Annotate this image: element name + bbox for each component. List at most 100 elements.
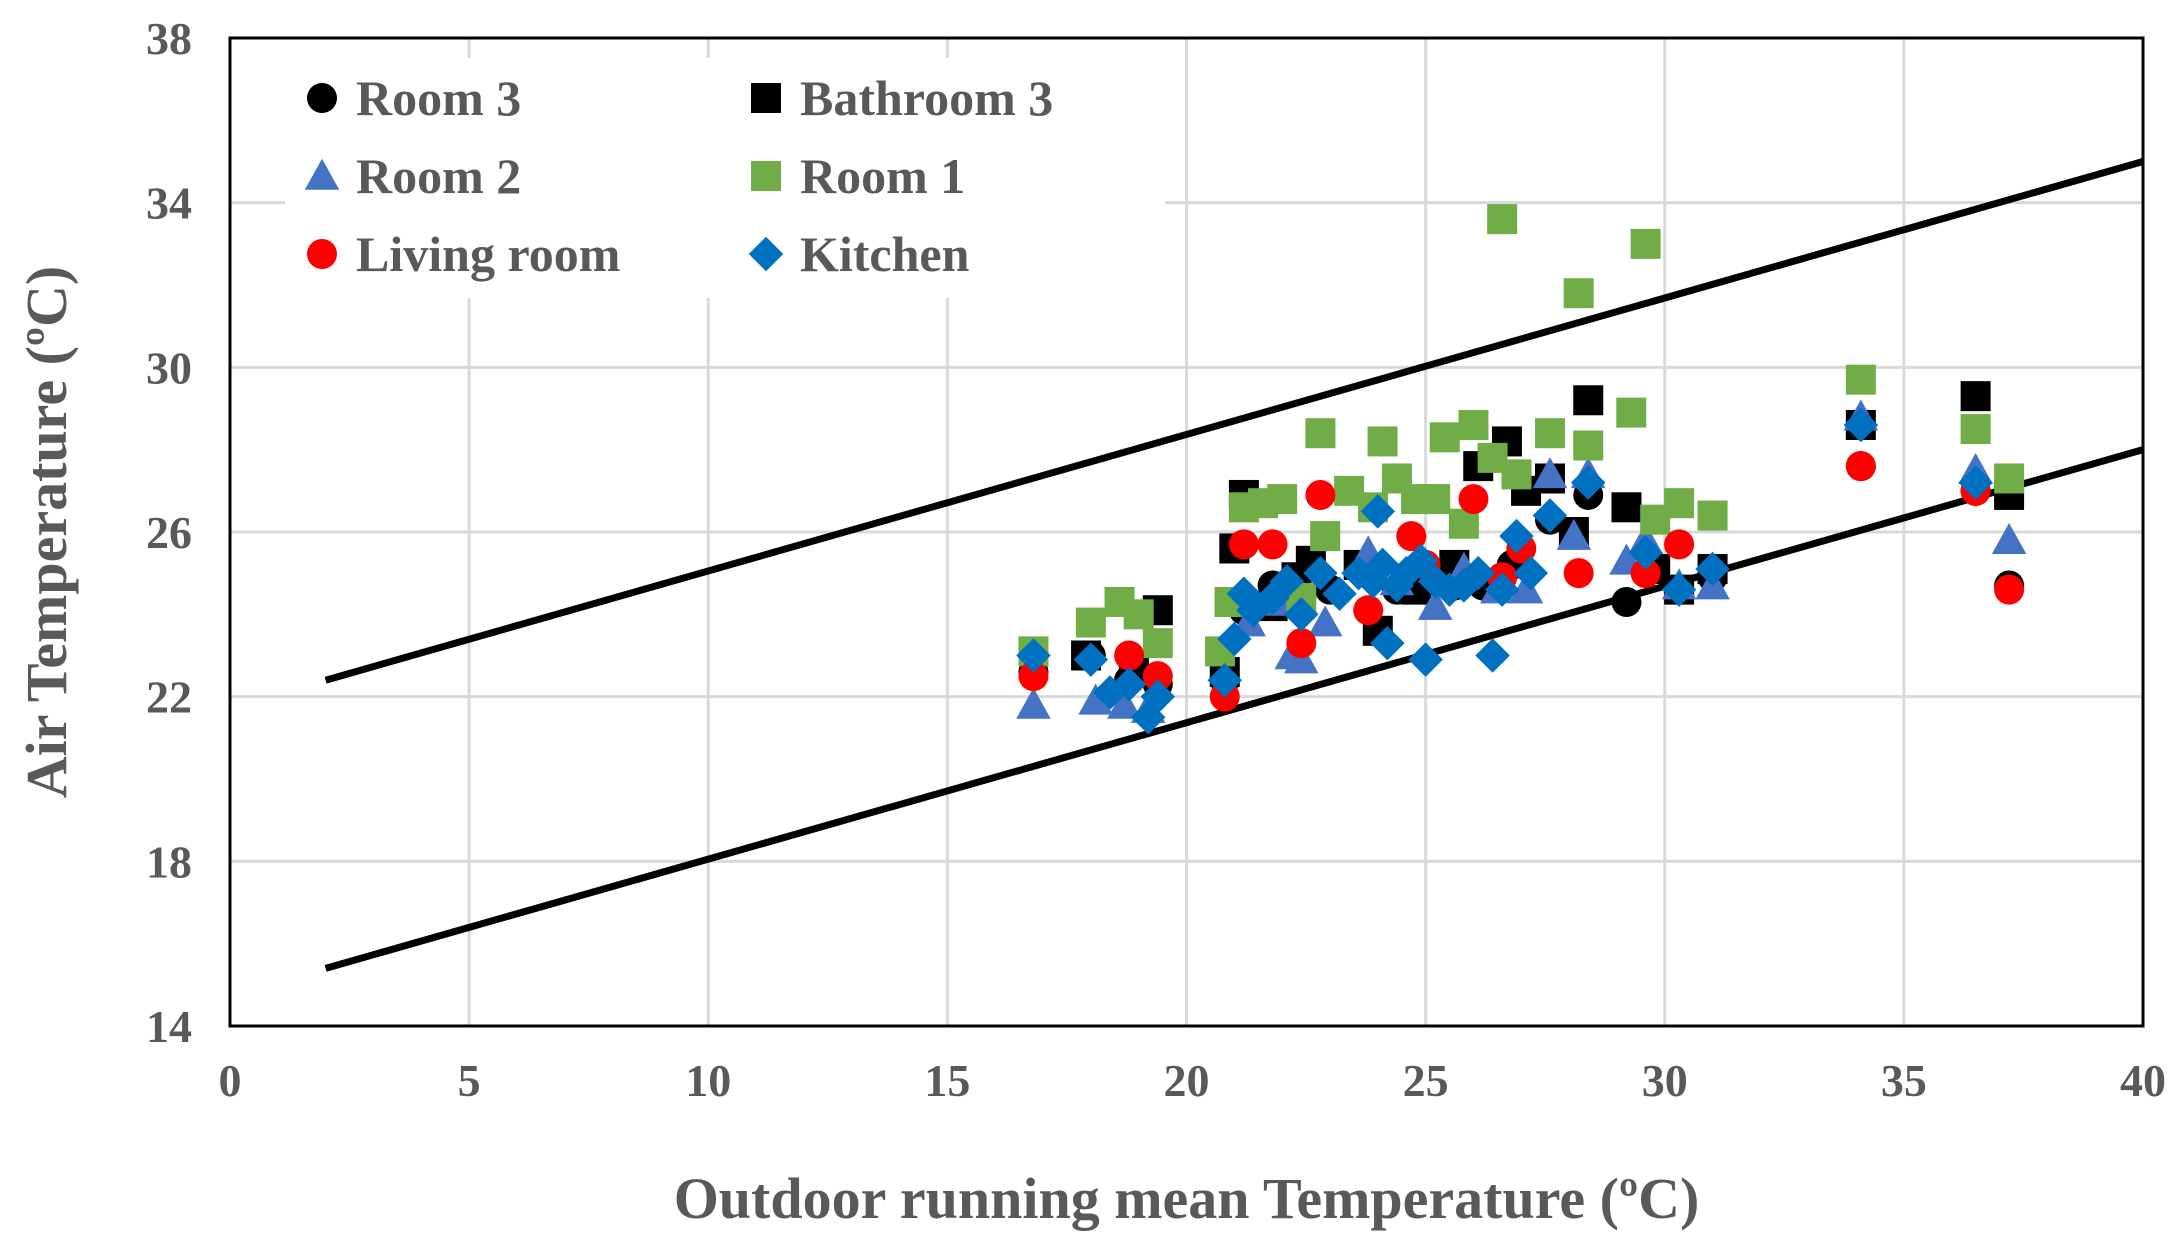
legend-label-kitchen: Kitchen <box>800 226 970 282</box>
upper-limit-line <box>324 158 2144 684</box>
legend-label-bathroom-3: Bathroom 3 <box>800 70 1053 126</box>
kitchen-point <box>1322 576 1357 611</box>
lower-limit-line <box>324 446 2144 972</box>
x-axis-tick-labels: 0 5 10 15 20 25 30 35 40 <box>219 1055 2167 1106</box>
kitchen-point <box>1475 638 1510 673</box>
y-tick-label: 14 <box>146 1001 192 1052</box>
kitchen-point <box>1570 465 1606 500</box>
room-2-point <box>1991 522 2027 555</box>
room-1-point <box>1960 414 1991 445</box>
room-1-point <box>1534 418 1565 449</box>
bathroom-3-point <box>1960 381 1991 412</box>
room-1-point <box>1487 204 1518 235</box>
y-tick-label: 22 <box>146 672 192 723</box>
living-room-point <box>1305 479 1336 510</box>
living-room-point <box>1286 628 1317 659</box>
legend-marker-room-3 <box>307 83 337 113</box>
room-1-point <box>1075 607 1106 638</box>
room-1-point <box>1310 521 1341 552</box>
living-room-point <box>1142 661 1173 692</box>
kitchen-point <box>1370 625 1405 661</box>
living-room-point <box>1228 529 1259 560</box>
kitchen-point <box>1207 662 1243 698</box>
x-axis-title: Outdoor running mean Temperature (ºC) <box>674 1166 1700 1231</box>
kitchen-point <box>1269 564 1305 599</box>
x-tick-label: 10 <box>685 1055 731 1106</box>
room-1-point <box>1420 484 1451 515</box>
living-room-point <box>1845 451 1876 482</box>
kitchen-point <box>1360 494 1396 529</box>
room-1-point <box>1458 409 1489 440</box>
legend-marker-living-room <box>307 239 337 269</box>
kitchen-point <box>1403 543 1439 579</box>
room-2-point <box>1016 687 1051 719</box>
y-axis-title: Air Temperature (ºC) <box>14 266 79 798</box>
legend-label-living-room: Living room <box>356 226 620 282</box>
legend: Room 3 Bathroom 3 Room 2 Room 1 Living room K… <box>285 58 1165 298</box>
bathroom-3-point <box>1611 492 1642 523</box>
kitchen-series <box>1016 407 1993 735</box>
kitchen-point <box>1661 572 1697 607</box>
kitchen-point <box>1513 555 1549 591</box>
kitchen-point <box>1843 407 1879 443</box>
living-room-point <box>1114 640 1145 671</box>
y-axis-tick-labels: 14 18 22 26 30 34 38 <box>146 13 192 1052</box>
room-1-point <box>1616 397 1647 428</box>
room-1-point <box>1305 418 1336 449</box>
room-2-point <box>1532 457 1568 489</box>
room-1-point <box>1563 278 1594 309</box>
room-1-point <box>1501 459 1532 490</box>
kitchen-point <box>1484 572 1520 607</box>
living-room-point <box>1353 595 1384 626</box>
room-2-point <box>1078 683 1113 715</box>
kitchen-point <box>1284 597 1319 632</box>
room-1-point <box>1142 628 1173 659</box>
room-2-point <box>1417 588 1453 620</box>
legend-marker-bathroom-3 <box>751 83 781 113</box>
kitchen-point <box>1958 465 1993 500</box>
kitchen-point <box>1073 642 1109 677</box>
x-tick-label: 20 <box>1164 1055 1210 1106</box>
room-2-point <box>1307 605 1343 637</box>
y-tick-label: 18 <box>146 836 192 887</box>
kitchen-point <box>1111 667 1147 702</box>
kitchen-point <box>1140 679 1176 714</box>
living-room-point <box>1994 574 2025 605</box>
legend-marker-room-2 <box>304 158 340 190</box>
living-room-point <box>1396 521 1427 552</box>
kitchen-point <box>1695 551 1730 587</box>
living-room-point <box>1563 558 1594 589</box>
x-tick-label: 40 <box>2120 1055 2166 1106</box>
legend-background <box>285 58 1165 298</box>
bathroom-3-point <box>1573 385 1604 416</box>
kitchen-point <box>1408 642 1443 677</box>
room-1-point <box>1845 364 1876 395</box>
legend-label-room-2: Room 2 <box>356 148 521 204</box>
room-1-series <box>1018 204 2025 667</box>
y-tick-label: 38 <box>146 13 192 64</box>
legend-label-room-3: Room 3 <box>356 70 521 126</box>
room-1-point <box>1630 228 1661 259</box>
room-1-point <box>1697 500 1728 531</box>
room-1-point <box>1429 422 1460 453</box>
legend-marker-room-1 <box>751 161 781 191</box>
room-1-point <box>1994 463 2025 494</box>
room-1-point <box>1573 430 1604 461</box>
room-2-point <box>1556 518 1592 550</box>
living-room-point <box>1018 661 1049 692</box>
x-tick-label: 35 <box>1881 1055 1927 1106</box>
kitchen-point <box>1460 555 1496 591</box>
x-tick-label: 30 <box>1642 1055 1688 1106</box>
living-room-point <box>1458 484 1489 515</box>
kitchen-point <box>1016 638 1051 673</box>
room-1-point <box>1367 426 1398 457</box>
room-3-point <box>1611 586 1642 617</box>
comfort-limit-lines <box>324 158 2144 972</box>
y-tick-label: 34 <box>146 178 192 229</box>
kitchen-point <box>1628 535 1663 570</box>
plot-area-frame <box>228 36 2145 1028</box>
kitchen-point <box>1217 621 1252 657</box>
y-tick-label: 30 <box>146 342 192 393</box>
room-2-point <box>1508 572 1544 604</box>
